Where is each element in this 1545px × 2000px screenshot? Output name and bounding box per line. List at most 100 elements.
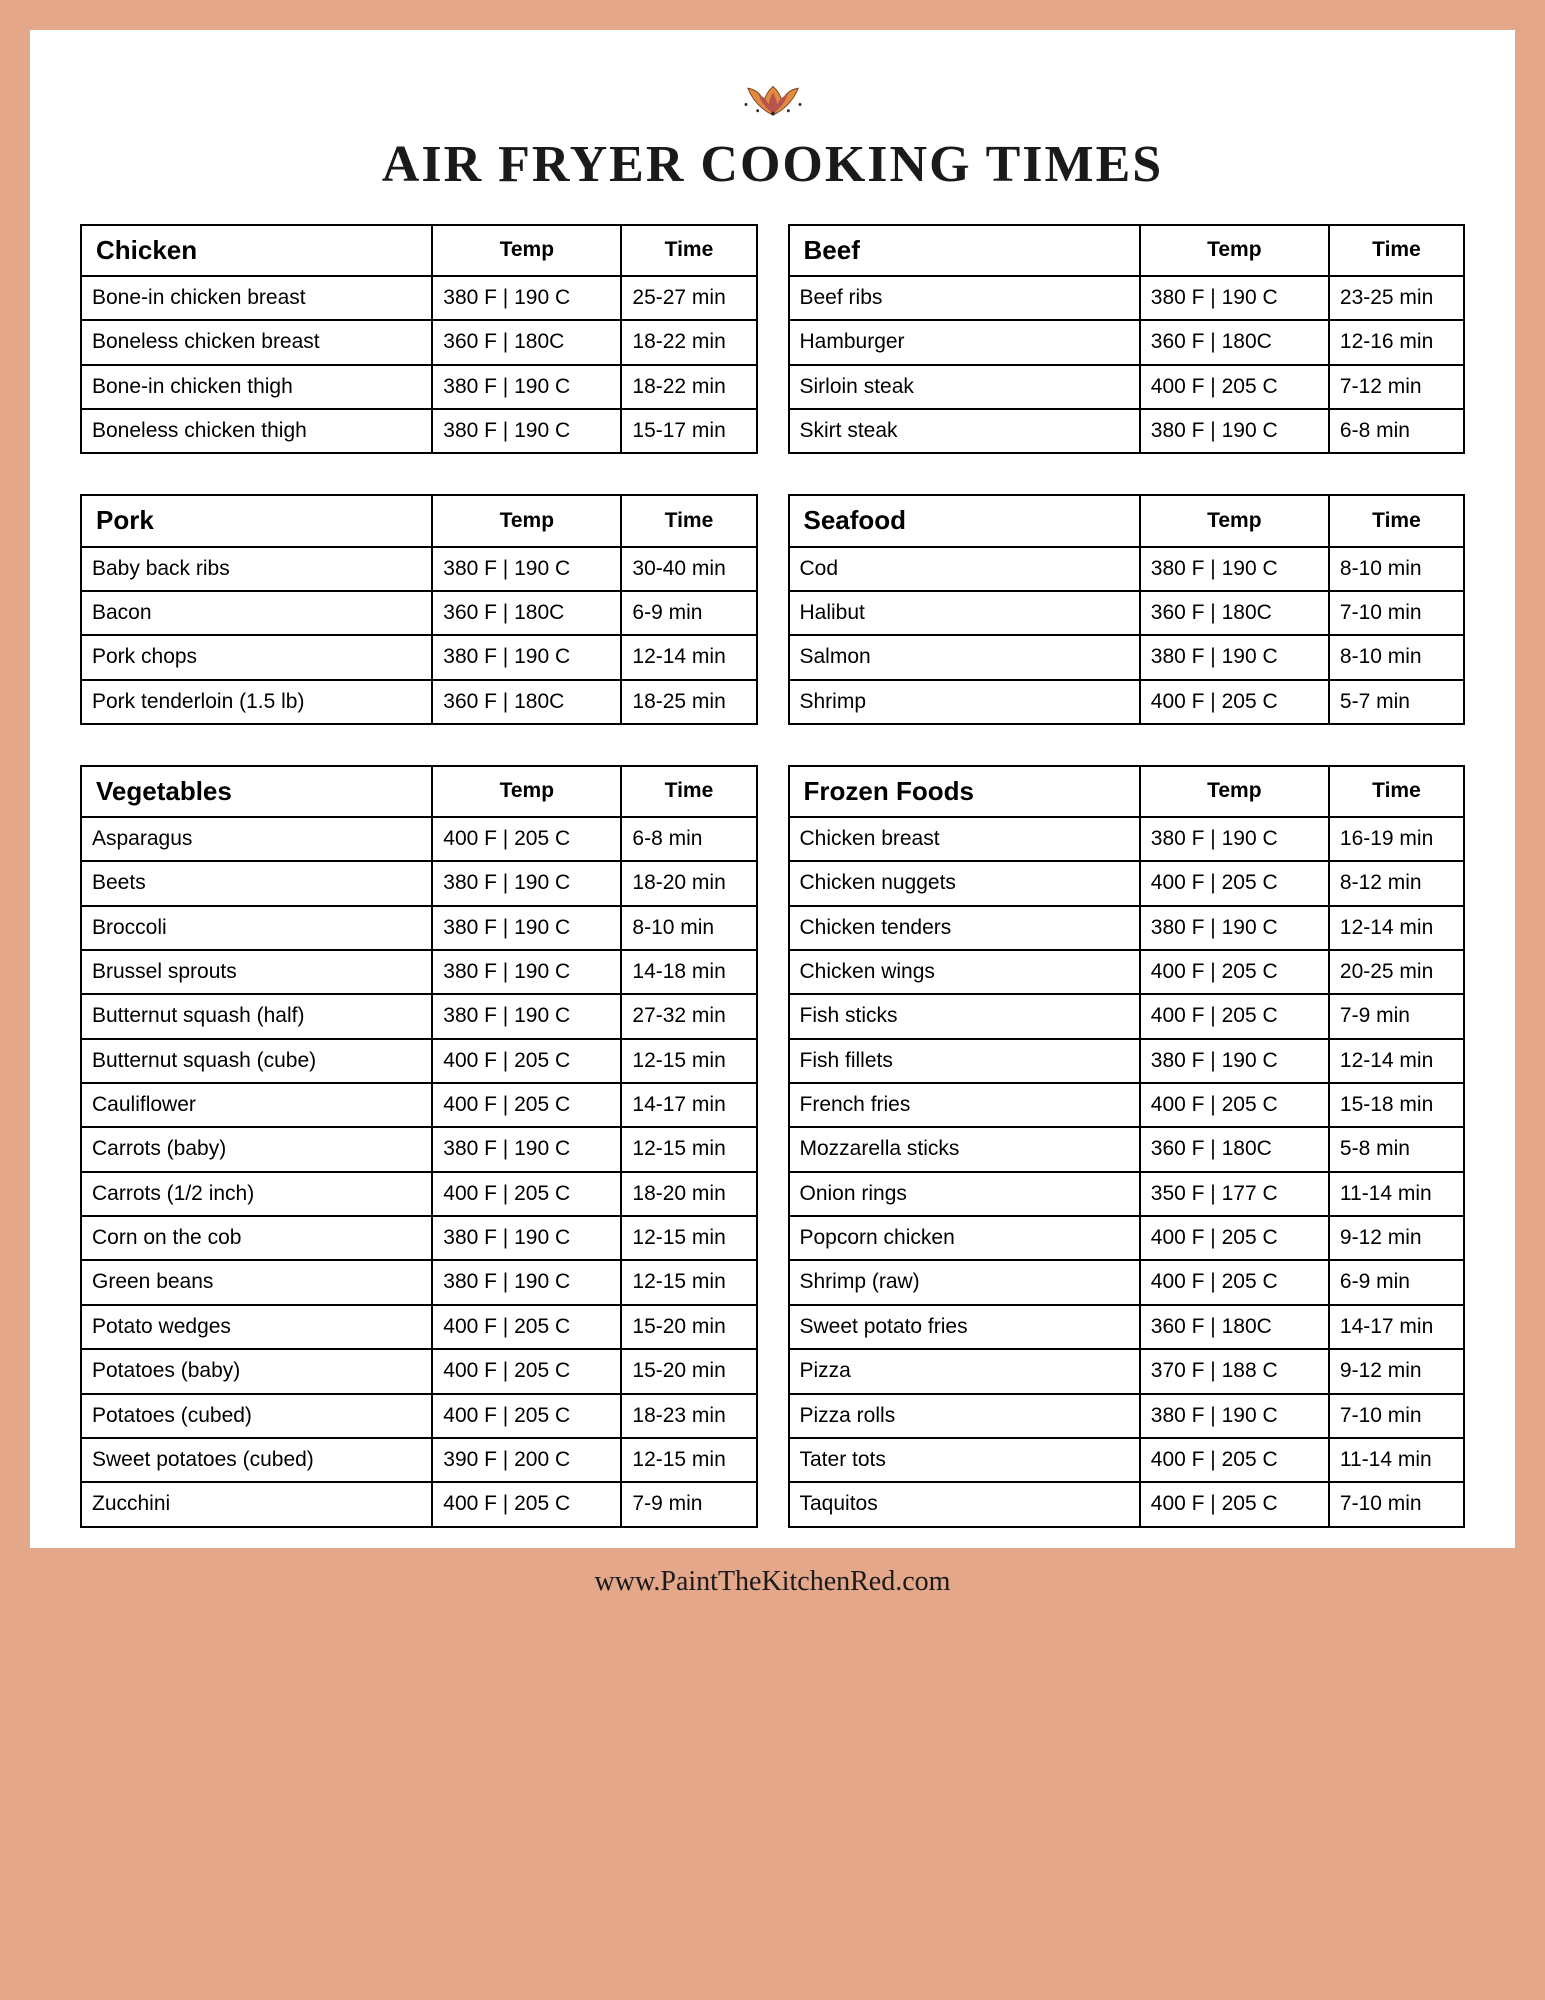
- temp-cell: 400 F | 205 C: [1140, 994, 1329, 1038]
- time-cell: 18-20 min: [621, 861, 756, 905]
- table-row: Pizza370 F | 188 C9-12 min: [789, 1349, 1465, 1393]
- time-cell: 12-15 min: [621, 1127, 756, 1171]
- time-cell: 12-14 min: [1329, 1039, 1464, 1083]
- table-row: Zucchini400 F | 205 C7-9 min: [81, 1482, 757, 1526]
- page-title: AIR FRYER COOKING TIMES: [80, 135, 1465, 194]
- table-row: Cod380 F | 190 C8-10 min: [789, 547, 1465, 591]
- item-cell: Salmon: [789, 635, 1140, 679]
- item-cell: Potatoes (cubed): [81, 1394, 432, 1438]
- table-row: Boneless chicken thigh380 F | 190 C15-17…: [81, 409, 757, 453]
- temp-header: Temp: [1140, 766, 1329, 817]
- item-cell: Boneless chicken breast: [81, 320, 432, 364]
- table-row: Pork chops380 F | 190 C12-14 min: [81, 635, 757, 679]
- table-row: Skirt steak380 F | 190 C6-8 min: [789, 409, 1465, 453]
- time-cell: 18-25 min: [621, 680, 756, 724]
- item-cell: Onion rings: [789, 1172, 1140, 1216]
- item-cell: Shrimp (raw): [789, 1260, 1140, 1304]
- item-cell: Pizza rolls: [789, 1394, 1140, 1438]
- table-row: Cauliflower400 F | 205 C14-17 min: [81, 1083, 757, 1127]
- category-header: Chicken: [81, 225, 432, 276]
- time-header: Time: [1329, 225, 1464, 276]
- time-cell: 6-8 min: [621, 817, 756, 861]
- time-cell: 7-10 min: [1329, 591, 1464, 635]
- table-row: Shrimp400 F | 205 C5-7 min: [789, 680, 1465, 724]
- item-cell: Corn on the cob: [81, 1216, 432, 1260]
- table-row: Potato wedges400 F | 205 C15-20 min: [81, 1305, 757, 1349]
- cooking-table: SeafoodTempTimeCod380 F | 190 C8-10 minH…: [788, 494, 1466, 724]
- item-cell: Halibut: [789, 591, 1140, 635]
- time-cell: 14-18 min: [621, 950, 756, 994]
- table-row: Sirloin steak400 F | 205 C7-12 min: [789, 365, 1465, 409]
- temp-cell: 380 F | 190 C: [432, 635, 621, 679]
- time-cell: 11-14 min: [1329, 1438, 1464, 1482]
- time-cell: 14-17 min: [621, 1083, 756, 1127]
- time-cell: 5-8 min: [1329, 1127, 1464, 1171]
- item-cell: Sweet potato fries: [789, 1305, 1140, 1349]
- time-cell: 9-12 min: [1329, 1349, 1464, 1393]
- cooking-table: Frozen FoodsTempTimeChicken breast380 F …: [788, 765, 1466, 1528]
- time-cell: 8-10 min: [621, 906, 756, 950]
- time-cell: 11-14 min: [1329, 1172, 1464, 1216]
- item-cell: Beets: [81, 861, 432, 905]
- table-row: Pizza rolls380 F | 190 C7-10 min: [789, 1394, 1465, 1438]
- item-cell: Butternut squash (half): [81, 994, 432, 1038]
- item-cell: Bone-in chicken breast: [81, 276, 432, 320]
- item-cell: Pizza: [789, 1349, 1140, 1393]
- table-row: Chicken wings400 F | 205 C20-25 min: [789, 950, 1465, 994]
- time-cell: 7-10 min: [1329, 1394, 1464, 1438]
- item-cell: Hamburger: [789, 320, 1140, 364]
- category-header: Pork: [81, 495, 432, 546]
- temp-cell: 360 F | 180C: [432, 320, 621, 364]
- item-cell: Beef ribs: [789, 276, 1140, 320]
- table-row: Fish fillets380 F | 190 C12-14 min: [789, 1039, 1465, 1083]
- table-row: Carrots (baby)380 F | 190 C12-15 min: [81, 1127, 757, 1171]
- time-cell: 27-32 min: [621, 994, 756, 1038]
- time-cell: 12-14 min: [621, 635, 756, 679]
- item-cell: Baby back ribs: [81, 547, 432, 591]
- table-row: Tater tots400 F | 205 C11-14 min: [789, 1438, 1465, 1482]
- item-cell: Shrimp: [789, 680, 1140, 724]
- table-row: Chicken tenders380 F | 190 C12-14 min: [789, 906, 1465, 950]
- table-row: Popcorn chicken400 F | 205 C9-12 min: [789, 1216, 1465, 1260]
- temp-cell: 380 F | 190 C: [432, 950, 621, 994]
- item-cell: Broccoli: [81, 906, 432, 950]
- table-row: Boneless chicken breast360 F | 180C18-22…: [81, 320, 757, 364]
- table-row: Corn on the cob380 F | 190 C12-15 min: [81, 1216, 757, 1260]
- time-header: Time: [621, 225, 756, 276]
- time-cell: 9-12 min: [1329, 1216, 1464, 1260]
- table-row: Broccoli380 F | 190 C8-10 min: [81, 906, 757, 950]
- time-header: Time: [621, 766, 756, 817]
- item-cell: Potato wedges: [81, 1305, 432, 1349]
- item-cell: Asparagus: [81, 817, 432, 861]
- cooking-table: VegetablesTempTimeAsparagus400 F | 205 C…: [80, 765, 758, 1528]
- table-row: Green beans380 F | 190 C12-15 min: [81, 1260, 757, 1304]
- time-cell: 6-8 min: [1329, 409, 1464, 453]
- table-row: Salmon380 F | 190 C8-10 min: [789, 635, 1465, 679]
- time-cell: 30-40 min: [621, 547, 756, 591]
- item-cell: Zucchini: [81, 1482, 432, 1526]
- tables-grid: ChickenTempTimeBone-in chicken breast380…: [80, 224, 1465, 1528]
- temp-cell: 400 F | 205 C: [1140, 861, 1329, 905]
- table-row: Pork tenderloin (1.5 lb)360 F | 180C18-2…: [81, 680, 757, 724]
- temp-cell: 400 F | 205 C: [432, 1482, 621, 1526]
- table-row: Potatoes (cubed)400 F | 205 C18-23 min: [81, 1394, 757, 1438]
- item-cell: French fries: [789, 1083, 1140, 1127]
- temp-cell: 400 F | 205 C: [1140, 1260, 1329, 1304]
- temp-cell: 380 F | 190 C: [432, 365, 621, 409]
- table-row: Halibut360 F | 180C7-10 min: [789, 591, 1465, 635]
- item-cell: Skirt steak: [789, 409, 1140, 453]
- time-cell: 12-15 min: [621, 1039, 756, 1083]
- temp-cell: 380 F | 190 C: [1140, 409, 1329, 453]
- time-cell: 15-17 min: [621, 409, 756, 453]
- time-cell: 16-19 min: [1329, 817, 1464, 861]
- item-cell: Pork tenderloin (1.5 lb): [81, 680, 432, 724]
- category-header: Frozen Foods: [789, 766, 1140, 817]
- item-cell: Fish sticks: [789, 994, 1140, 1038]
- time-cell: 18-20 min: [621, 1172, 756, 1216]
- item-cell: Chicken nuggets: [789, 861, 1140, 905]
- time-cell: 18-23 min: [621, 1394, 756, 1438]
- time-cell: 14-17 min: [1329, 1305, 1464, 1349]
- time-cell: 6-9 min: [1329, 1260, 1464, 1304]
- table-row: Bone-in chicken breast380 F | 190 C25-27…: [81, 276, 757, 320]
- temp-cell: 380 F | 190 C: [432, 994, 621, 1038]
